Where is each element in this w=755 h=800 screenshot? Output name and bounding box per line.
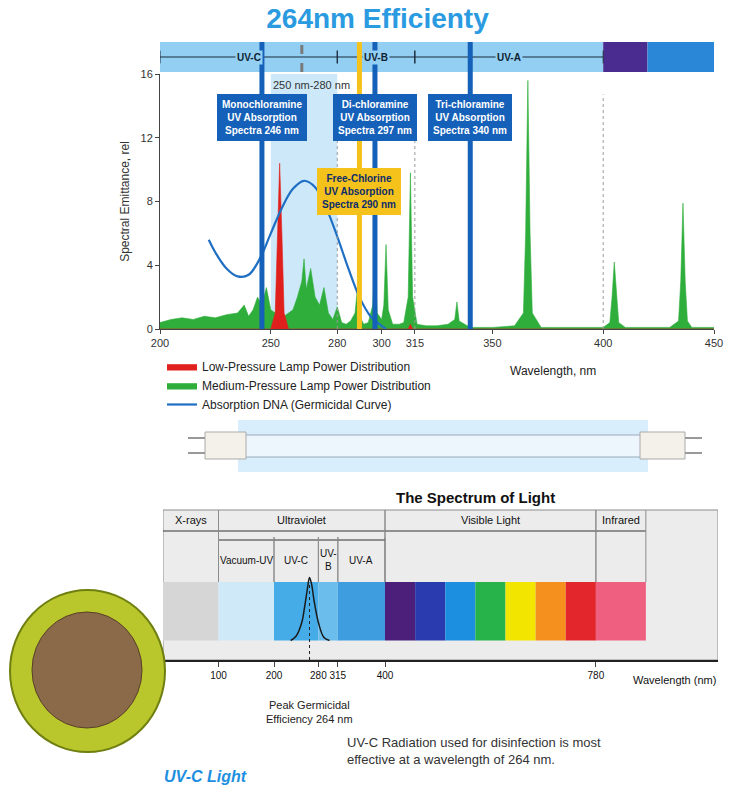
svg-text:Low-Pressure Lamp Power Distri: Low-Pressure Lamp Power Distribution — [202, 360, 410, 374]
svg-text:Medium-Pressure Lamp Power Dis: Medium-Pressure Lamp Power Distribution — [202, 379, 431, 393]
svg-text:MonochloramineUV AbsorptionSpe: MonochloramineUV AbsorptionSpectra 246 n… — [222, 99, 302, 136]
svg-text:UV-A: UV-A — [349, 555, 373, 566]
svg-text:100: 100 — [210, 670, 227, 681]
svg-text:Visible Light: Visible Light — [461, 514, 520, 526]
svg-text:Di-chloramineUV AbsorptionSpec: Di-chloramineUV AbsorptionSpectra 297 nm — [338, 99, 412, 136]
svg-text:4: 4 — [147, 259, 153, 271]
svg-text:Vacuum-UV: Vacuum-UV — [220, 555, 273, 566]
svg-text:UV-C: UV-C — [237, 52, 261, 63]
svg-text:Infrared: Infrared — [602, 514, 640, 526]
svg-text:300: 300 — [372, 337, 390, 349]
svg-text:The Spectrum of Light: The Spectrum of Light — [396, 489, 555, 506]
svg-text:Wavelength (nm): Wavelength (nm) — [633, 674, 716, 686]
svg-text:UV-C Light: UV-C Light — [164, 768, 247, 785]
svg-text:12: 12 — [141, 132, 153, 144]
svg-text:Wavelength, nm: Wavelength, nm — [510, 364, 596, 378]
svg-text:UV-B: UV-B — [364, 52, 388, 63]
svg-text:Peak GermicidalEfficiency 264: Peak GermicidalEfficiency 264 nm — [266, 699, 353, 725]
svg-text:280: 280 — [328, 337, 346, 349]
svg-text:UV-B: UV-B — [320, 548, 337, 572]
svg-text:400: 400 — [377, 670, 394, 681]
svg-text:200: 200 — [266, 670, 283, 681]
svg-text:8: 8 — [147, 195, 153, 207]
svg-text:264nm Efficienty: 264nm Efficienty — [266, 3, 489, 34]
svg-text:280: 280 — [310, 670, 327, 681]
svg-text:0: 0 — [147, 323, 153, 335]
svg-text:Free-ChlorineUV AbsorptionSpec: Free-ChlorineUV AbsorptionSpectra 290 nm — [322, 173, 396, 210]
svg-text:780: 780 — [588, 670, 605, 681]
svg-text:450: 450 — [705, 337, 723, 349]
svg-text:UV-C Radiation used for disinf: UV-C Radiation used for disinfection is … — [347, 735, 601, 767]
svg-text:315: 315 — [329, 670, 346, 681]
svg-text:X-rays: X-rays — [175, 514, 207, 526]
svg-text:400: 400 — [594, 337, 612, 349]
svg-text:16: 16 — [141, 68, 153, 80]
svg-text:200: 200 — [151, 337, 169, 349]
svg-text:250 nm-280 nm: 250 nm-280 nm — [273, 79, 350, 91]
svg-text:UV-C: UV-C — [284, 555, 308, 566]
svg-text:Tri-chloramineUV AbsorptionSpe: Tri-chloramineUV AbsorptionSpectra 340 n… — [433, 99, 507, 136]
svg-text:315: 315 — [406, 337, 424, 349]
svg-text:UV-A: UV-A — [497, 52, 521, 63]
svg-text:250: 250 — [262, 337, 280, 349]
svg-text:Ultraviolet: Ultraviolet — [277, 514, 326, 526]
svg-text:Spectral Emittance, rel: Spectral Emittance, rel — [118, 141, 132, 262]
svg-text:Absorption DNA (Germicidal Cur: Absorption DNA (Germicidal Curve) — [202, 398, 391, 412]
svg-text:350: 350 — [483, 337, 501, 349]
